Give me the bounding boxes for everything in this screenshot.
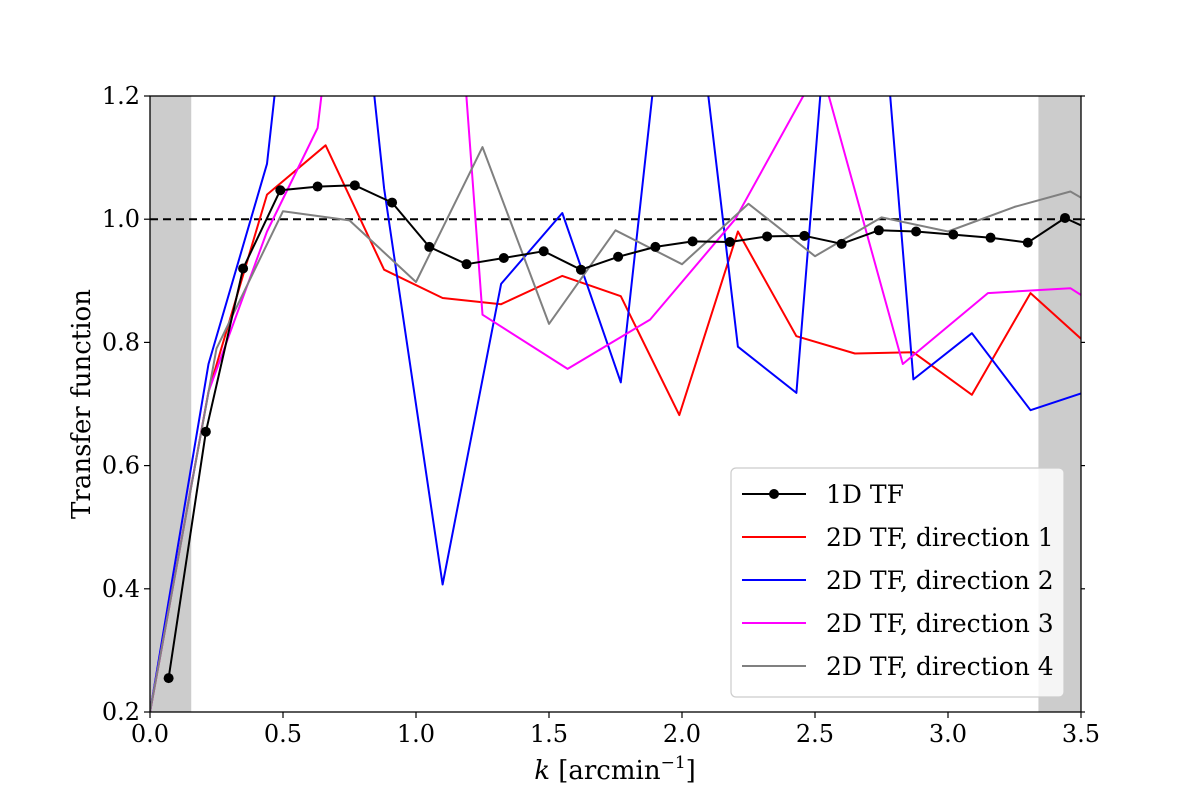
x-tick-label: 3.0 [929,720,967,748]
legend: 1D TF 2D TF, direction 1 2D TF, direction … [730,467,1065,698]
data-point-1d-tf [312,181,323,192]
data-point-1d-tf [275,185,286,196]
legend-marker-1d-tf [769,489,779,499]
data-point-1d-tf [724,236,735,247]
y-tick-label: 0.8 [102,328,140,356]
y-tick-label: 1.0 [102,205,140,233]
data-point-1d-tf [948,229,959,240]
series-layer [150,96,1081,712]
x-tick-label: 0.0 [131,720,169,748]
series-line-2d-tf-direction-4 [150,146,1081,712]
y-tick-label: 1.2 [102,82,140,110]
data-point-1d-tf [873,225,884,236]
data-point-1d-tf [349,180,360,191]
series-line-1d-tf [167,184,1081,679]
y-tick-label: 0.4 [102,575,140,603]
series-line-2d-tf-direction-3 [150,96,1081,712]
data-point-1d-tf [538,246,549,257]
series-line-2d-tf-direction-1 [150,144,1081,712]
legend-box [730,467,1065,698]
legend-label-2d-tf-direction-4: 2D TF, direction 4 [826,652,1054,681]
x-tick-label: 0.5 [264,720,302,748]
series-line-2d-tf-direction-2 [150,96,1081,712]
data-point-1d-tf [836,238,847,249]
x-tick-label: 2.5 [796,720,834,748]
y-tick-label: 0.6 [102,452,140,480]
y-axis-label: Transfer function [67,289,97,519]
legend-label-2d-tf-direction-1: 2D TF, direction 1 [826,523,1054,552]
y-tick-label: 0.2 [102,698,140,726]
data-point-1d-tf [762,231,773,242]
data-point-1d-tf [687,236,698,247]
x-axis-label-var: k [534,756,550,786]
data-point-1d-tf [238,263,249,274]
legend-label-1d-tf: 1D TF [826,480,904,509]
x-tick-label: 2.0 [663,720,701,748]
data-point-1d-tf [985,232,996,243]
data-point-1d-tf [387,197,398,208]
x-tick-label: 3.5 [1062,720,1100,748]
legend-label-2d-tf-direction-2: 2D TF, direction 2 [826,566,1054,595]
shaded-region-1 [150,96,192,712]
data-point-1d-tf [911,226,922,237]
data-point-1d-tf [613,251,624,262]
data-point-1d-tf [424,241,435,252]
data-point-1d-tf [498,253,509,264]
x-axis-label-close: ] [686,756,696,786]
legend-label-2d-tf-direction-3: 2D TF, direction 3 [826,609,1054,638]
x-axis-label: k [arcmin−1] [534,753,696,786]
data-point-1d-tf [575,264,586,275]
data-point-1d-tf [461,259,472,270]
data-point-1d-tf [799,230,810,241]
data-point-1d-tf [200,426,211,437]
data-point-1d-tf [1060,212,1071,223]
x-axis-label-unit: [arcmin [550,756,661,786]
x-tick-label: 1.0 [397,720,435,748]
plot-frame [149,95,1082,713]
data-point-1d-tf [163,673,174,684]
x-axis-label-exponent: −1 [661,753,686,773]
data-point-1d-tf [1022,237,1033,248]
x-tick-label: 1.5 [530,720,568,748]
data-point-1d-tf [650,241,661,252]
axis-ticks: 0.0 0.5 1.0 1.5 2.0 2.5 3.0 3.5 0.2 0.4 0.6 0.8 1.0 1… [102,82,1100,748]
